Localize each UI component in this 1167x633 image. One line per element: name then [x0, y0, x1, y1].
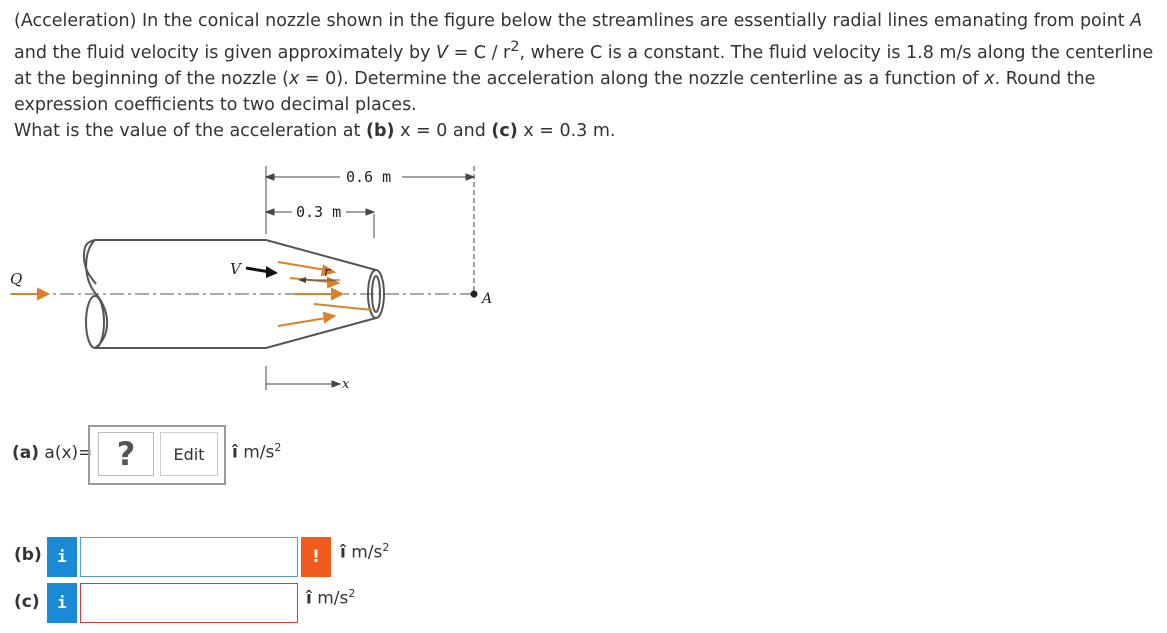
part-a-label: (a) a(x)=: [12, 443, 93, 463]
equation-editor-box[interactable]: ? Edit: [88, 425, 226, 485]
answer-c-input[interactable]: [80, 583, 298, 623]
warning-icon[interactable]: !: [301, 537, 331, 577]
question-text: What is the value of the acceleration at…: [14, 120, 616, 141]
label-a: A: [480, 291, 492, 307]
label-x: x: [342, 377, 350, 392]
part-b-label: (b): [14, 545, 42, 565]
info-icon[interactable]: i: [47, 583, 77, 623]
label-r: r: [324, 265, 331, 280]
dimension-lines: [264, 166, 476, 390]
nozzle-figure: 0.6 m 0.3 m Q V r x A: [10, 166, 492, 392]
point-a-dot: [470, 290, 478, 298]
part-a-unit: î m/s2: [232, 441, 282, 463]
answer-b-input[interactable]: [80, 537, 298, 577]
problem-text: (Acceleration) In the conical nozzle sho…: [14, 11, 1154, 115]
label-v: V: [230, 260, 243, 278]
question-mark-icon[interactable]: ?: [98, 432, 154, 476]
streamline-arrows: [12, 261, 345, 327]
edit-button[interactable]: Edit: [160, 432, 218, 476]
dimension-0-6m: 0.6 m: [346, 168, 391, 186]
part-b-unit: î m/s2: [340, 541, 390, 563]
nozzle-body: [82, 239, 385, 349]
part-c-label: (c): [14, 592, 40, 612]
label-q: Q: [10, 270, 22, 288]
part-c-unit: î m/s2: [306, 587, 356, 609]
info-icon[interactable]: i: [47, 537, 77, 577]
problem-statement: (Acceleration) In the conical nozzle sho…: [14, 8, 1164, 144]
dimension-0-3m: 0.3 m: [296, 203, 341, 221]
